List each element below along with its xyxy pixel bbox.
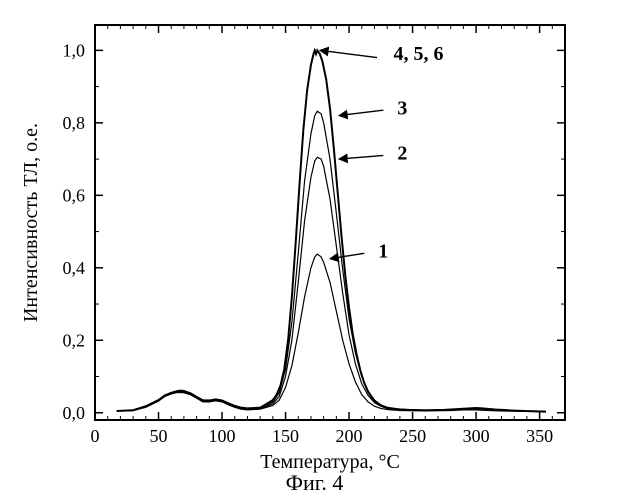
annotation-arrow — [339, 110, 383, 115]
annotation-arrow — [339, 155, 383, 159]
svg-text:0,2: 0,2 — [63, 330, 86, 350]
curve-2 — [117, 157, 546, 411]
tl-intensity-chart: 0501001502002503003500,00,20,40,60,81,0Т… — [0, 0, 629, 500]
curve-1 — [117, 254, 546, 412]
svg-text:1,0: 1,0 — [63, 40, 86, 60]
annotation-label: 1 — [378, 240, 388, 262]
annotation-arrow — [320, 50, 377, 57]
figure-caption: Фиг. 4 — [0, 470, 629, 496]
svg-text:250: 250 — [399, 426, 426, 446]
svg-text:0,8: 0,8 — [63, 113, 86, 133]
svg-text:200: 200 — [336, 426, 363, 446]
annotation-label: 2 — [397, 143, 407, 165]
svg-text:0,6: 0,6 — [63, 185, 86, 205]
svg-text:350: 350 — [526, 426, 553, 446]
svg-text:50: 50 — [150, 426, 168, 446]
annotation-label: 4, 5, 6 — [394, 43, 444, 65]
curve-3 — [117, 111, 546, 411]
svg-text:0,4: 0,4 — [63, 258, 86, 278]
svg-text:100: 100 — [209, 426, 236, 446]
svg-text:150: 150 — [272, 426, 299, 446]
curve-4-5-6 — [117, 50, 546, 411]
annotation-label: 3 — [397, 97, 407, 119]
svg-text:0,0: 0,0 — [63, 403, 86, 423]
annotation-arrow — [330, 253, 364, 258]
svg-text:300: 300 — [463, 426, 490, 446]
svg-text:Интенсивность ТЛ, о.е.: Интенсивность ТЛ, о.е. — [20, 123, 42, 322]
svg-text:0: 0 — [91, 426, 100, 446]
